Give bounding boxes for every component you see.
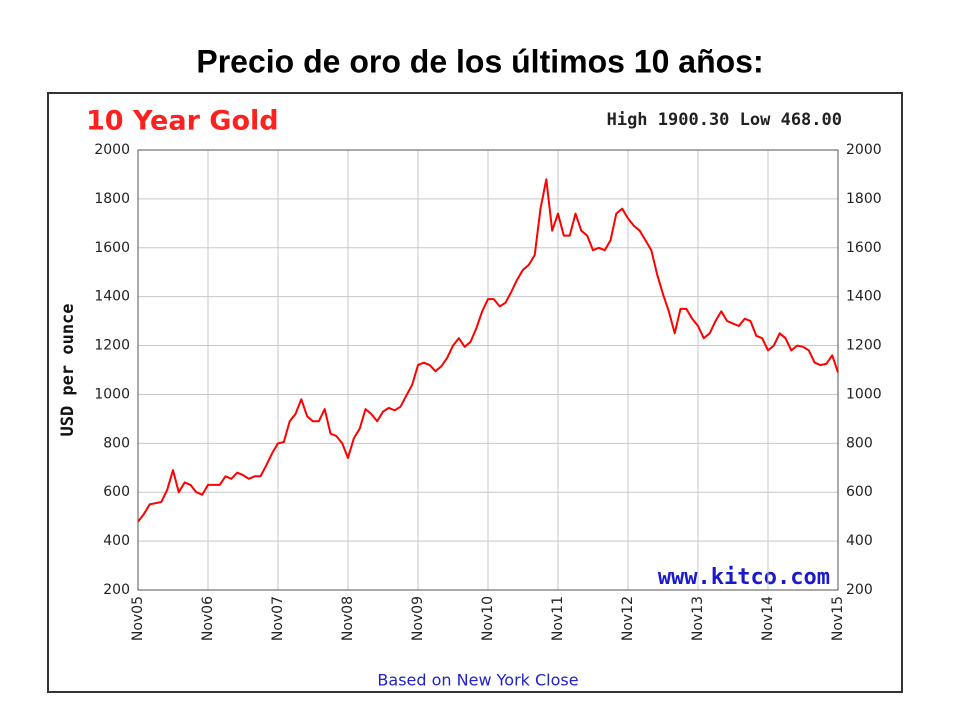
y-tick-label: 200 xyxy=(103,582,130,598)
y2-tick-label: 1600 xyxy=(846,240,882,256)
y-axis-label: USD per ounce xyxy=(58,303,78,436)
x-tick-label: Nov09 xyxy=(410,596,426,641)
x-tick-label: Nov11 xyxy=(550,596,566,641)
x-tick-label: Nov05 xyxy=(130,596,146,641)
y2-tick-label: 1400 xyxy=(846,289,882,305)
y2-tick-label: 200 xyxy=(846,582,873,598)
y2-tick-label: 2000 xyxy=(846,142,882,158)
y2-tick-label: 1800 xyxy=(846,191,882,207)
y-tick-label: 1800 xyxy=(94,191,130,207)
y-tick-label: 400 xyxy=(103,533,130,549)
y-tick-label: 1200 xyxy=(94,338,130,354)
y-tick-label: 800 xyxy=(103,435,130,451)
x-tick-label: Nov08 xyxy=(340,596,356,641)
x-axis-label: Based on New York Close xyxy=(377,671,578,690)
y-tick-label: 600 xyxy=(103,484,130,500)
x-tick-label: Nov15 xyxy=(830,596,846,641)
y2-tick-label: 1000 xyxy=(846,386,882,402)
source-annotation: www.kitco.com xyxy=(658,565,830,590)
y2-tick-label: 1200 xyxy=(846,338,882,354)
x-tick-label: Nov10 xyxy=(480,596,496,641)
x-tick-label: Nov07 xyxy=(270,596,286,641)
y2-tick-label: 600 xyxy=(846,484,873,500)
x-tick-label: Nov06 xyxy=(200,596,216,641)
price-line xyxy=(137,178,839,523)
y-tick-label: 1000 xyxy=(94,386,130,402)
y-tick-label: 1600 xyxy=(94,240,130,256)
y2-tick-label: 400 xyxy=(846,533,873,549)
y-tick-label: 2000 xyxy=(94,142,130,158)
x-tick-label: Nov13 xyxy=(690,596,706,641)
high-low: High 1900.30 Low 468.00 xyxy=(607,110,842,130)
x-tick-label: Nov14 xyxy=(760,596,776,641)
slide-title: Precio de oro de los últimos 10 años: xyxy=(196,43,763,79)
x-tick-label: Nov12 xyxy=(620,596,636,641)
chart-title: 10 Year Gold xyxy=(86,106,279,137)
y-tick-label: 1400 xyxy=(94,289,130,305)
y2-tick-label: 800 xyxy=(846,435,873,451)
